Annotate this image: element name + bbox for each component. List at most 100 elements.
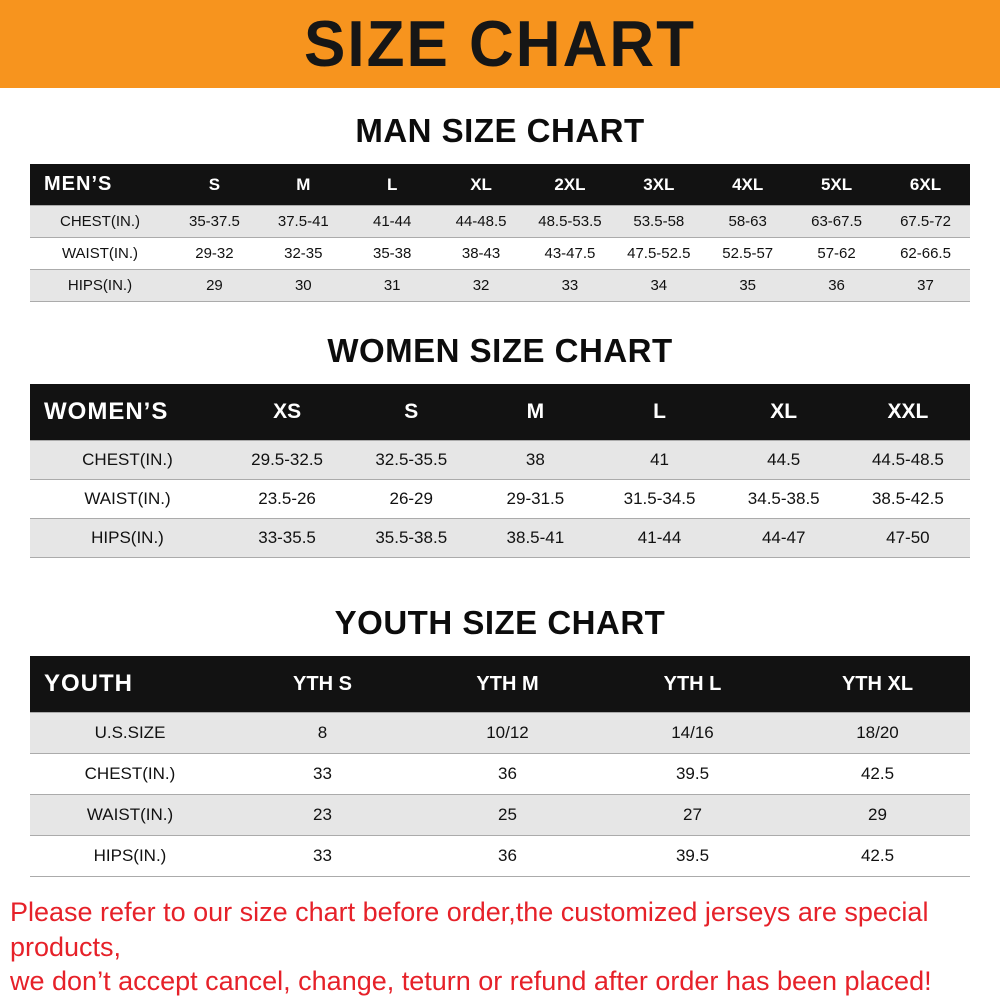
row-label: CHEST(IN.)	[82, 450, 173, 469]
size-column-header: 3XL	[643, 174, 675, 194]
size-column-header: YTH M	[476, 672, 539, 695]
size-value: 29	[206, 277, 223, 294]
size-column-header: 5XL	[820, 174, 853, 194]
row-label: WAIST(IN.)	[61, 245, 139, 262]
size-value: 44.5-48.5	[871, 450, 944, 469]
page-title: SIZE CHART	[304, 8, 696, 80]
section-title: YOUTH SIZE CHART	[334, 604, 666, 641]
notice-line-2: we don’t accept cancel, change, teturn o…	[10, 966, 932, 997]
table-row: WAIST(IN.) 23 25 27 29	[30, 794, 970, 836]
table-category-header: YOUTH	[44, 670, 133, 697]
size-value: 67.5-72	[900, 213, 951, 230]
size-table: YOUTH YTH S YTH M YTH L YTH XL U.S.SIZE 8 10/12…	[30, 656, 970, 877]
table-row: U.S.SIZE 8 10/12 14/16 18/20	[30, 712, 970, 754]
size-value: 35-38	[373, 245, 412, 262]
size-value: 62-66.5	[900, 245, 951, 262]
size-value: 34	[650, 277, 668, 294]
size-value: 34.5-38.5	[747, 489, 820, 508]
size-column-header: XL	[770, 400, 798, 423]
size-column-header: S	[404, 400, 419, 423]
size-value: 42.5	[860, 846, 895, 865]
size-chart-section: WOMEN SIZE CHART WOMEN’S XS S M L XL XXL CHEST(I…	[0, 332, 1000, 558]
size-value: 25	[498, 805, 517, 824]
size-value: 32	[472, 277, 490, 294]
size-chart-sections: MAN SIZE CHART MEN’S S M L XL 2XL 3XL 4XL 5XL 6XL C…	[0, 112, 1000, 877]
size-column-header: 6XL	[909, 174, 942, 194]
size-value: 41-44	[637, 528, 682, 547]
banner: SIZE CHART	[0, 0, 1000, 88]
row-label: HIPS(IN.)	[93, 846, 167, 865]
table-row: HIPS(IN.) 29 30 31 32 33 34 35 36 37	[30, 269, 970, 302]
size-value: 32.5-35.5	[375, 450, 448, 469]
size-value: 8	[317, 723, 328, 742]
row-label: U.S.SIZE	[94, 723, 166, 742]
size-value: 37.5-41	[277, 213, 329, 230]
size-value: 58-63	[728, 213, 767, 230]
size-value: 47.5-52.5	[627, 245, 691, 262]
size-value: 27	[683, 805, 702, 824]
size-value: 63-67.5	[811, 213, 862, 230]
size-column-header: XL	[470, 174, 492, 194]
size-chart-section: YOUTH SIZE CHART YOUTH YTH S YTH M YTH L YTH …	[0, 604, 1000, 877]
table-row: HIPS(IN.) 33-35.5 35.5-38.5 38.5-41 41-44 44-…	[30, 518, 970, 558]
table-header-row: YOUTH YTH S YTH M YTH L YTH XL	[30, 656, 970, 713]
row-label: HIPS(IN.)	[91, 528, 164, 547]
size-value: 29-31.5	[506, 489, 565, 508]
table-row: CHEST(IN.) 29.5-32.5 32.5-35.5 38 41 44.5 44.5…	[30, 440, 970, 480]
size-value: 32-35	[284, 245, 323, 262]
size-value: 38.5-42.5	[871, 489, 944, 508]
size-value: 41	[650, 450, 669, 469]
table-category-header: WOMEN’S	[44, 398, 169, 425]
size-value: 23.5-26	[258, 489, 316, 508]
size-value: 33-35.5	[258, 528, 316, 547]
size-column-header: XS	[273, 400, 302, 423]
size-value: 30	[294, 277, 312, 294]
size-value: 23	[313, 805, 332, 824]
size-column-header: M	[526, 400, 545, 423]
size-column-header: YTH XL	[841, 672, 914, 695]
size-column-header: L	[386, 174, 398, 194]
size-value: 48.5-53.5	[538, 213, 602, 230]
size-column-header: YTH S	[293, 672, 352, 695]
size-value: 29-32	[195, 245, 234, 262]
size-value: 57-62	[817, 245, 856, 262]
size-value: 14/16	[671, 723, 714, 742]
size-column-header: YTH L	[663, 672, 722, 695]
row-label: CHEST(IN.)	[60, 213, 140, 230]
size-value: 33	[313, 846, 332, 865]
size-column-header: XXL	[887, 400, 929, 423]
size-value: 53.5-58	[633, 213, 685, 230]
row-label: WAIST(IN.)	[84, 489, 171, 508]
size-value: 26-29	[389, 489, 433, 508]
table-row: HIPS(IN.) 33 36 39.5 42.5	[30, 835, 970, 877]
notice-line-1: Please refer to our size chart before or…	[10, 897, 929, 962]
section-title: WOMEN SIZE CHART	[327, 332, 673, 369]
section-title: MAN SIZE CHART	[355, 112, 645, 149]
size-value: 42.5	[860, 764, 895, 783]
table-header-row: MEN’S S M L XL 2XL 3XL 4XL 5XL 6XL	[30, 164, 970, 206]
table-row: CHEST(IN.) 33 36 39.5 42.5	[30, 753, 970, 795]
size-chart-section: MAN SIZE CHART MEN’S S M L XL 2XL 3XL 4XL 5XL 6XL C…	[0, 112, 1000, 302]
size-value: 36	[498, 846, 517, 865]
table-category-header: MEN’S	[44, 173, 113, 195]
table-row: WAIST(IN.) 29-32 32-35 35-38 38-43 43-47.5 47.…	[30, 237, 970, 270]
size-table: MEN’S S M L XL 2XL 3XL 4XL 5XL 6XL CHEST(IN.) 35-37…	[30, 164, 970, 302]
size-value: 29.5-32.5	[251, 450, 323, 469]
size-value: 36	[828, 277, 845, 294]
size-value: 38	[525, 450, 545, 469]
row-label: CHEST(IN.)	[84, 764, 176, 783]
size-value: 37	[917, 277, 934, 294]
size-value: 43-47.5	[544, 245, 596, 262]
table-header-row: WOMEN’S XS S M L XL XXL	[30, 384, 970, 441]
footer-notice: Please refer to our size chart before or…	[10, 895, 990, 999]
size-value: 47-50	[886, 528, 930, 547]
table-row: WAIST(IN.) 23.5-26 26-29 29-31.5 31.5-34.5 34…	[30, 479, 970, 519]
size-column-header: L	[653, 400, 666, 423]
size-value: 38-43	[461, 245, 501, 262]
size-value: 39.5	[675, 846, 710, 865]
row-label: WAIST(IN.)	[86, 805, 174, 824]
size-value: 41-44	[373, 213, 412, 230]
size-value: 52.5-57	[722, 245, 774, 262]
size-table: WOMEN’S XS S M L XL XXL CHEST(IN.) 29.5-32.5 32.5…	[30, 384, 970, 558]
